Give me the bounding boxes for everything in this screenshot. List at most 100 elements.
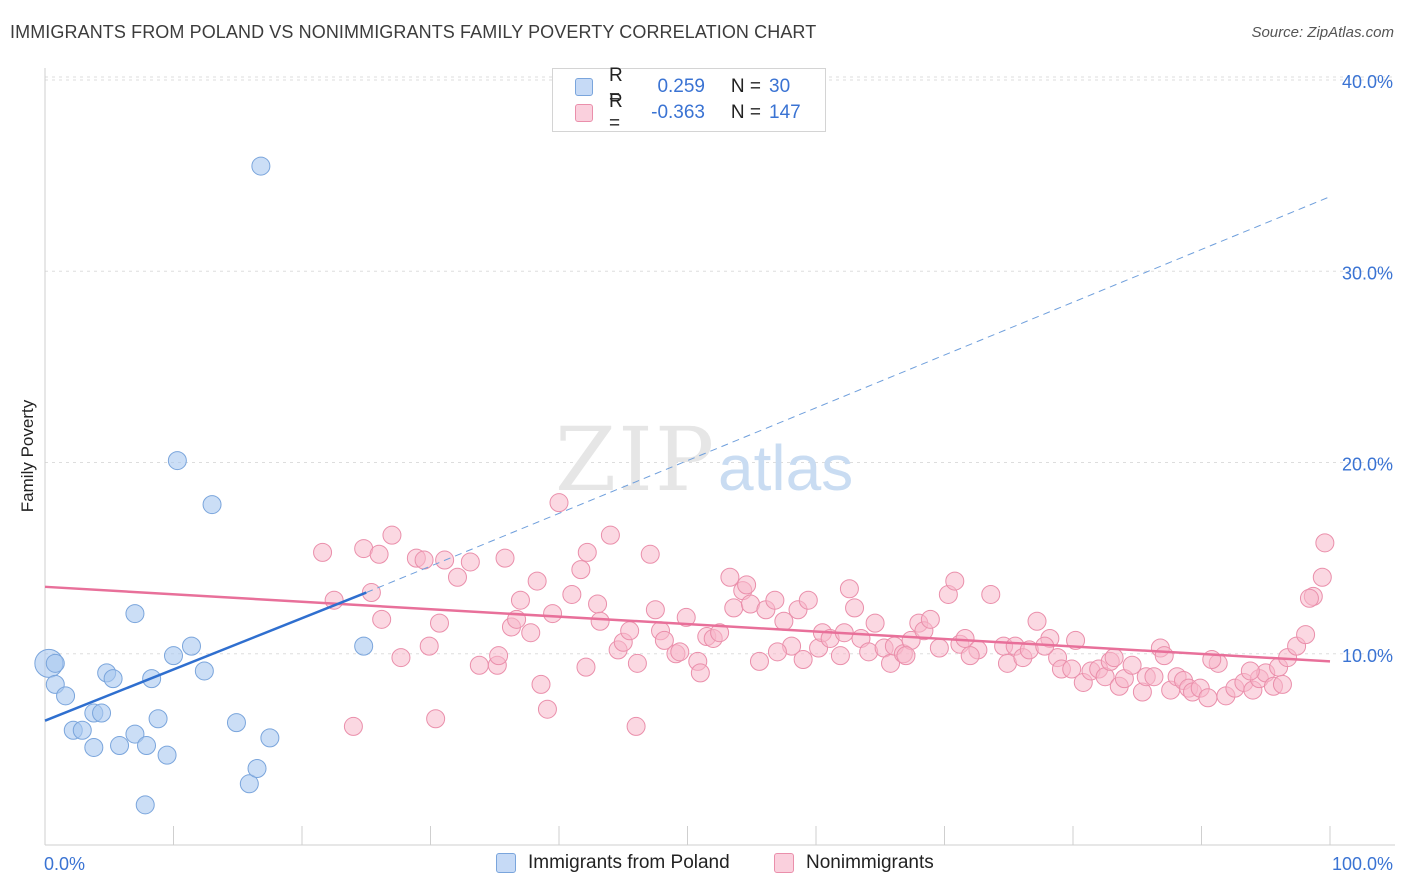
data-point-nonimmigrants <box>830 646 850 666</box>
tick-label-layer: 10.0% 20.0% 30.0% 40.0% 0.0% 100.0% <box>44 72 1393 874</box>
data-point-immigrants <box>251 156 271 176</box>
legend-n-value: 147 <box>769 102 801 123</box>
data-point-immigrants <box>181 636 201 656</box>
data-point-nonimmigrants <box>537 699 557 719</box>
data-point-nonimmigrants <box>426 709 446 729</box>
watermark-atlas: atlas <box>718 432 853 504</box>
x-tick-label: 0.0% <box>44 854 85 874</box>
data-point-nonimmigrants <box>627 653 647 673</box>
data-point-nonimmigrants <box>626 716 646 736</box>
data-point-nonimmigrants <box>414 550 434 570</box>
y-tick-label: 40.0% <box>1342 72 1393 92</box>
legend-r-label: R = <box>609 65 623 108</box>
data-point-nonimmigrants <box>929 638 949 658</box>
data-point-immigrants <box>202 495 222 515</box>
data-point-immigrants <box>56 686 76 706</box>
data-point-nonimmigrants <box>531 674 551 694</box>
legend: R = 0.259 N = 30 R = -0.363 N = 147 <box>552 65 826 134</box>
watermark: ZIP atlas <box>555 408 853 511</box>
data-point-nonimmigrants <box>710 623 730 643</box>
data-point-nonimmigrants <box>749 651 769 671</box>
data-point-nonimmigrants <box>920 609 940 629</box>
data-point-nonimmigrants <box>645 600 665 620</box>
bottom-legend-immigrants: Immigrants from Poland <box>496 852 730 874</box>
data-point-nonimmigrants <box>720 567 740 587</box>
data-point-nonimmigrants <box>896 646 916 666</box>
legend-row-immigrants: R = 0.259 N = 30 <box>575 65 791 108</box>
bottom-legend-label: Immigrants from Poland <box>528 852 730 873</box>
legend-r-value: -0.363 <box>651 102 705 123</box>
source-label: Source: ZipAtlas.com <box>1251 24 1394 41</box>
legend-r-label: R = <box>609 91 623 134</box>
data-point-nonimmigrants <box>1299 588 1319 608</box>
x-tick-label: 100.0% <box>1332 854 1393 874</box>
data-point-immigrants <box>164 646 183 666</box>
data-point-nonimmigrants <box>495 548 515 568</box>
data-point-nonimmigrants <box>690 663 710 683</box>
y-tick-label: 30.0% <box>1342 263 1393 283</box>
data-point-immigrants <box>135 795 155 815</box>
legend-r-value: 0.259 <box>657 76 705 97</box>
data-point-nonimmigrants <box>600 525 620 545</box>
data-point-nonimmigrants <box>343 716 363 736</box>
data-point-nonimmigrants <box>571 560 591 580</box>
data-point-nonimmigrants <box>1272 674 1292 694</box>
data-point-nonimmigrants <box>654 630 674 650</box>
data-point-nonimmigrants <box>590 611 610 631</box>
data-point-nonimmigrants <box>845 598 865 618</box>
data-point-immigrants <box>103 669 123 689</box>
data-point-nonimmigrants <box>489 646 509 666</box>
data-point-immigrants <box>260 728 280 748</box>
bottom-legend-swatch-blue <box>496 853 516 873</box>
data-point-nonimmigrants <box>981 584 1001 604</box>
y-tick-label: 20.0% <box>1342 455 1393 475</box>
data-point-nonimmigrants <box>839 579 859 599</box>
data-point-nonimmigrants <box>676 607 696 627</box>
series-immigrants-from-poland <box>34 156 374 815</box>
trend-extension-immigrants <box>366 196 1331 594</box>
data-point-nonimmigrants <box>737 575 757 595</box>
data-point-nonimmigrants <box>1062 659 1082 679</box>
data-point-nonimmigrants <box>960 646 980 666</box>
axis-layer <box>44 68 1395 846</box>
grid-layer <box>45 76 1395 655</box>
data-point-nonimmigrants <box>1198 688 1218 708</box>
data-point-nonimmigrants <box>361 583 381 603</box>
data-point-nonimmigrants <box>1296 625 1316 645</box>
data-point-nonimmigrants <box>369 544 389 564</box>
watermark-zip: ZIP <box>555 408 716 511</box>
data-point-nonimmigrants <box>510 590 530 610</box>
data-point-nonimmigrants <box>793 649 813 669</box>
data-point-nonimmigrants <box>1066 630 1086 650</box>
y-tick-label: 10.0% <box>1342 646 1393 666</box>
legend-row-nonimmigrants: R = -0.363 N = 147 <box>575 91 801 134</box>
data-point-nonimmigrants <box>1122 655 1142 675</box>
data-point-immigrants <box>84 737 104 757</box>
data-point-nonimmigrants <box>521 623 541 643</box>
data-point-nonimmigrants <box>765 590 785 610</box>
data-point-immigrants <box>354 636 374 656</box>
data-point-nonimmigrants <box>1027 611 1047 631</box>
legend-n-value: 30 <box>769 76 791 97</box>
data-point-nonimmigrants <box>419 636 439 656</box>
data-point-nonimmigrants <box>945 571 965 591</box>
legend-n-label: N = <box>730 76 761 97</box>
data-point-immigrants <box>125 724 145 744</box>
data-point-immigrants <box>45 653 65 673</box>
data-point-nonimmigrants <box>620 621 640 641</box>
data-point-nonimmigrants <box>640 544 660 564</box>
data-point-nonimmigrants <box>372 609 392 629</box>
legend-swatch-pink <box>575 104 593 122</box>
data-point-nonimmigrants <box>670 642 690 662</box>
data-point-immigrants <box>92 703 112 723</box>
data-point-immigrants <box>247 759 267 778</box>
bottom-legend-nonimmigrants: Nonimmigrants <box>774 852 934 874</box>
data-point-immigrants <box>110 736 130 756</box>
data-point-nonimmigrants <box>588 594 608 614</box>
data-point-nonimmigrants <box>313 542 333 562</box>
data-point-immigrants <box>72 720 92 740</box>
data-point-nonimmigrants <box>382 525 402 545</box>
legend-n-label: N = <box>730 102 761 123</box>
y-axis-label: Family Poverty <box>18 399 37 513</box>
data-point-nonimmigrants <box>865 613 885 633</box>
